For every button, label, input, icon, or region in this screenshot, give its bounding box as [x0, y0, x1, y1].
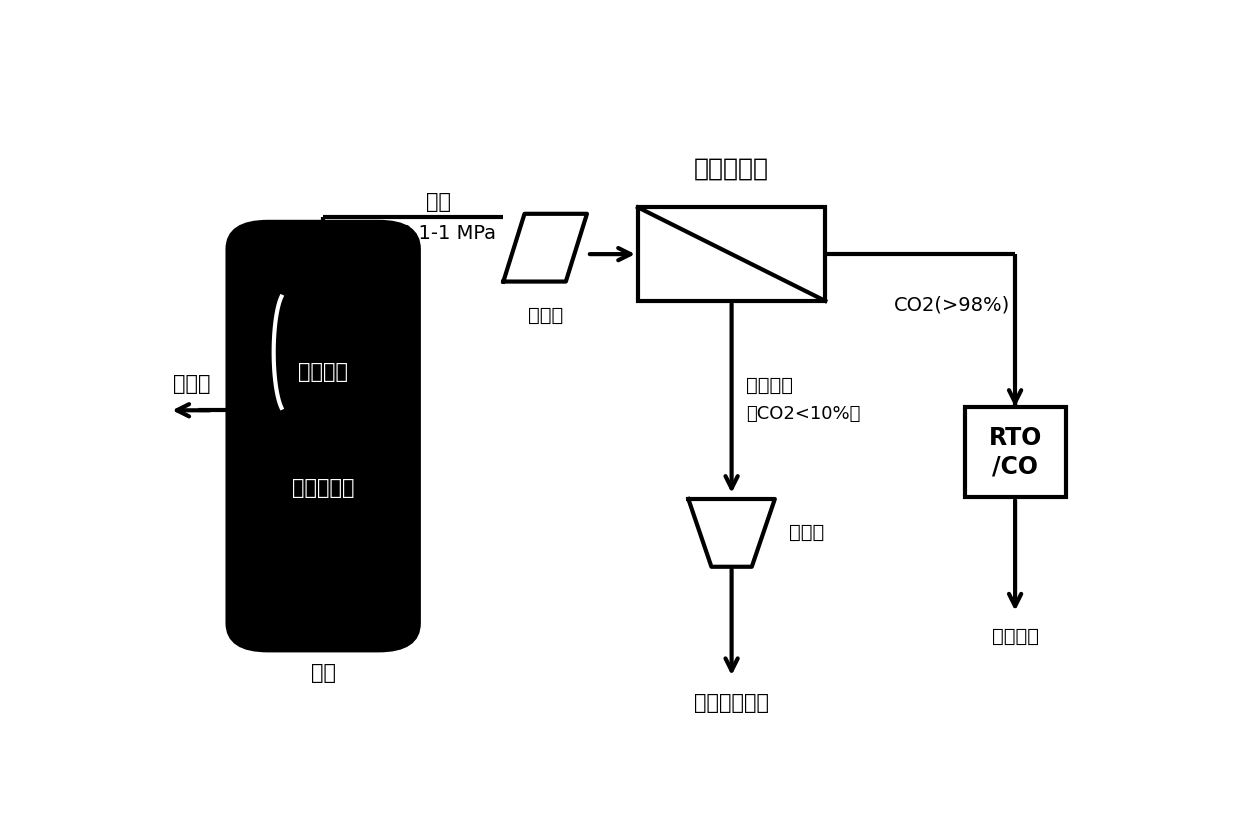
FancyBboxPatch shape: [228, 222, 419, 650]
Text: 甲醇洗装置: 甲醇洗装置: [291, 478, 355, 498]
Text: 压缩机: 压缩机: [527, 306, 563, 325]
Text: （CO2<10%）: （CO2<10%）: [746, 405, 861, 423]
Text: 0.1-1 MPa: 0.1-1 MPa: [401, 225, 496, 244]
Text: 烃类产品: 烃类产品: [746, 376, 794, 396]
Text: 清洁气: 清洁气: [172, 374, 211, 394]
Text: 废气: 废气: [427, 192, 451, 211]
Text: 达标排放: 达标排放: [992, 627, 1039, 645]
Polygon shape: [503, 214, 587, 282]
Text: RTO
/CO: RTO /CO: [988, 427, 1042, 478]
Text: 膜分离单元: 膜分离单元: [694, 156, 769, 180]
Text: 压缩机: 压缩机: [789, 524, 825, 542]
Text: 有效气体管网: 有效气体管网: [694, 693, 769, 713]
Bar: [637, 207, 826, 301]
Text: 气源: 气源: [311, 663, 336, 683]
Polygon shape: [688, 499, 775, 566]
Text: CO2(>98%): CO2(>98%): [894, 295, 1011, 314]
Text: 低压闪蒸: 低压闪蒸: [298, 361, 348, 381]
Bar: [965, 407, 1065, 498]
